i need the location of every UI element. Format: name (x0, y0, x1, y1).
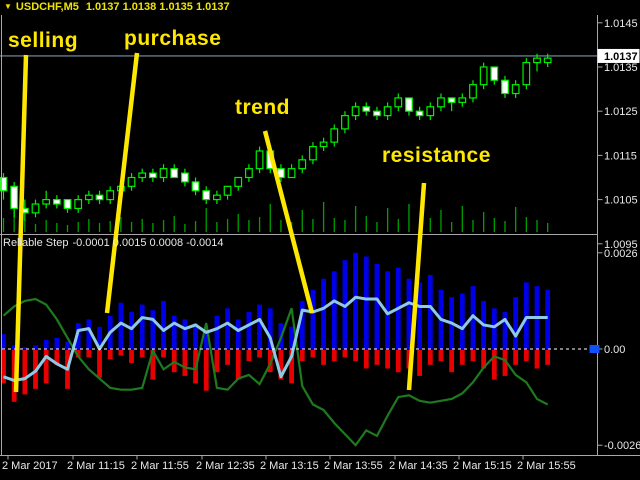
svg-text:1.0145: 1.0145 (604, 18, 638, 30)
svg-text:2 Mar 11:55: 2 Mar 11:55 (131, 460, 189, 472)
indicator-value-marker (589, 345, 600, 353)
svg-text:2 Mar 11:15: 2 Mar 11:15 (67, 460, 125, 472)
svg-text:1.0115: 1.0115 (604, 150, 637, 162)
indicator-name: Reliable Step (3, 237, 69, 249)
svg-text:1.0095: 1.0095 (604, 239, 638, 251)
indicator-axis: 0.0026 0.00 -0.0026 (589, 248, 640, 452)
svg-text:1.0137: 1.0137 (604, 51, 638, 63)
trend-line (262, 130, 315, 314)
step-line (3, 295, 548, 382)
symbol-dropdown-icon[interactable]: ▼ (4, 2, 12, 11)
svg-text:0.0026: 0.0026 (604, 248, 638, 260)
svg-text:2 Mar 13:15: 2 Mar 13:15 (260, 460, 319, 472)
svg-text:1.0125: 1.0125 (604, 106, 638, 118)
svg-text:2 Mar 2017: 2 Mar 2017 (2, 460, 58, 472)
svg-text:1.0105: 1.0105 (604, 195, 638, 207)
time-axis: 2 Mar 2017 2 Mar 11:15 2 Mar 11:55 2 Mar 12… (2, 455, 576, 472)
symbol-label: USDCHF,M5 (15, 1, 79, 13)
indicator-title: Reliable Step -0.0001 0.0015 0.0008 -0.00… (3, 237, 224, 249)
purchase-line (104, 52, 140, 314)
annotation-lines (13, 52, 427, 393)
quote-ohlc: 1.0137 1.0138 1.0135 1.0137 (85, 1, 230, 13)
signal-line (2, 297, 549, 447)
svg-text:0.00: 0.00 (604, 344, 625, 356)
quote-bar: ▼ USDCHF,M5 1.0137 1.0138 1.0135 1.0137 (4, 1, 230, 13)
volume-bars (2, 202, 549, 232)
svg-text:2 Mar 15:55: 2 Mar 15:55 (517, 460, 576, 472)
indicator-values: -0.0001 0.0015 0.0008 -0.0014 (72, 237, 224, 249)
svg-text:1.0135: 1.0135 (604, 62, 638, 74)
price-axis: 1.0145 1.0135 1.0125 1.0115 1.0105 1.0095 1.01… (597, 18, 640, 251)
svg-text:2 Mar 13:55: 2 Mar 13:55 (324, 460, 383, 472)
svg-text:-0.0026: -0.0026 (604, 440, 640, 452)
resistance-line (406, 182, 427, 391)
annotation-purchase: purchase (124, 27, 222, 50)
chart-frame (0, 15, 640, 456)
svg-text:2 Mar 12:35: 2 Mar 12:35 (196, 460, 255, 472)
svg-text:2 Mar 14:35: 2 Mar 14:35 (389, 460, 448, 472)
annotation-resistance: resistance (382, 144, 491, 167)
selling-line (13, 54, 29, 393)
current-price-label (597, 48, 640, 63)
svg-text:2 Mar 15:15: 2 Mar 15:15 (453, 460, 512, 472)
candles (0, 53, 552, 222)
annotation-trend: trend (235, 96, 290, 119)
annotation-selling: selling (8, 29, 79, 52)
